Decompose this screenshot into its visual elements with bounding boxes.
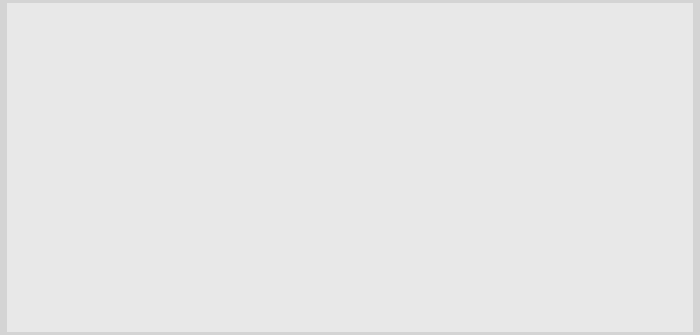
Text: v: v bbox=[169, 169, 174, 179]
FancyBboxPatch shape bbox=[80, 157, 182, 188]
FancyBboxPatch shape bbox=[70, 276, 231, 320]
Text: Submit answer: Submit answer bbox=[103, 292, 198, 305]
Text: ': ' bbox=[48, 8, 51, 21]
Text: $-x^3 - y$: $-x^3 - y$ bbox=[446, 100, 506, 122]
Text: &nbsp: &nbsp bbox=[91, 166, 131, 179]
Text: $F(x, y) =$: $F(x, y) =$ bbox=[66, 227, 129, 246]
Text: $5x - 4y^2$: $5x - 4y^2$ bbox=[444, 149, 508, 171]
Text: $=$: $=$ bbox=[391, 126, 407, 142]
Text: ✏: ✏ bbox=[323, 232, 335, 246]
Text: If it is exact find a function $F(x, y)$ whose level curves are solutions to the: If it is exact find a function $F(x, y)$… bbox=[24, 45, 676, 63]
Text: $dx$: $dx$ bbox=[346, 149, 368, 165]
Text: Use the "mixed partials" check to see if the following differential equation is : Use the "mixed partials" check to see if… bbox=[76, 8, 652, 22]
FancyBboxPatch shape bbox=[164, 219, 346, 258]
Text: $dy$: $dy$ bbox=[346, 103, 368, 122]
